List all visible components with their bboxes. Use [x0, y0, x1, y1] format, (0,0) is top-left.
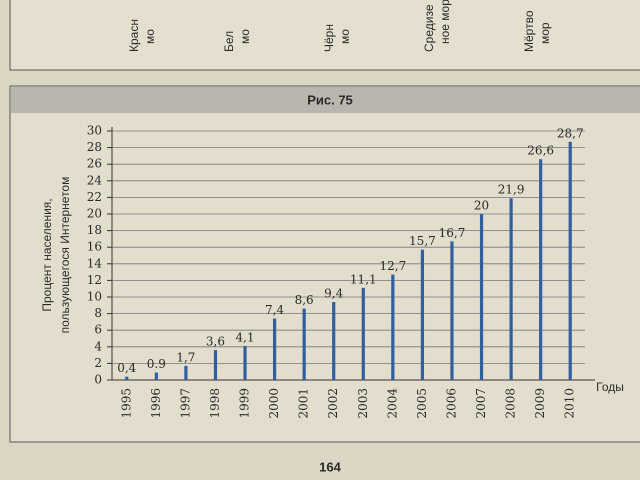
top-box — [9, 0, 640, 71]
y-tick-label: 8 — [94, 306, 102, 320]
map-label-fragment: мо — [338, 29, 352, 44]
bar — [420, 249, 425, 380]
y-axis-title: Процент населения, — [40, 198, 54, 311]
bar — [568, 141, 572, 380]
y-tick-label: 2 — [94, 356, 102, 370]
bar — [450, 241, 454, 380]
y-axis-title: пользующегося Интернетом — [58, 177, 72, 334]
x-tick-label: 2008 — [504, 388, 518, 419]
y-tick-label: 24 — [87, 173, 103, 187]
y-tick-label: 0 — [94, 373, 102, 387]
x-tick-label: 2000 — [267, 388, 281, 419]
y-tick-label: 18 — [87, 223, 102, 237]
x-tick-label: 2004 — [385, 388, 399, 419]
bar — [272, 318, 277, 380]
value-label: 0,4 — [117, 361, 136, 375]
x-tick-label: 2009 — [533, 388, 547, 419]
figure-header — [11, 87, 640, 113]
value-label: 16,7 — [439, 226, 466, 240]
value-label: 26,6 — [527, 144, 554, 158]
value-label: 11,1 — [350, 272, 377, 286]
value-label: 12,7 — [379, 259, 406, 273]
x-tick-label: 2006 — [444, 388, 458, 419]
map-label-fragment: ное мор — [438, 0, 452, 44]
bar — [125, 376, 129, 380]
bar — [332, 301, 336, 380]
map-label-fragment: Бел — [222, 31, 236, 52]
bar — [302, 308, 306, 380]
figure-label: Рис. 75 — [307, 92, 353, 107]
value-label: 8,6 — [295, 293, 314, 307]
value-label: 7,4 — [265, 303, 284, 317]
bar — [184, 365, 188, 380]
x-tick-label: 2003 — [356, 388, 370, 419]
value-label: 21,9 — [498, 183, 525, 197]
x-tick-label: 2001 — [297, 388, 311, 419]
y-tick-label: 28 — [87, 140, 102, 154]
y-tick-label: 10 — [87, 290, 102, 304]
bar — [213, 350, 218, 380]
map-label-fragment: мор — [538, 22, 552, 44]
map-label-fragment: мо — [238, 29, 252, 44]
value-label: 1,7 — [176, 350, 195, 364]
value-label: 9,4 — [324, 286, 343, 300]
bar — [154, 372, 158, 380]
x-tick-label: 1995 — [119, 388, 133, 419]
x-tick-label: 2002 — [326, 388, 340, 419]
x-tick-label: 2005 — [415, 388, 429, 419]
y-tick-label: 30 — [87, 124, 102, 138]
value-label: 28,7 — [557, 126, 584, 140]
bar — [391, 274, 395, 380]
map-label-fragment: Средизе — [422, 4, 436, 52]
bar — [361, 287, 365, 380]
page-number: 164 — [319, 459, 341, 474]
y-tick-label: 22 — [87, 190, 102, 204]
y-tick-label: 16 — [87, 240, 102, 254]
x-tick-label: 1996 — [149, 388, 163, 419]
value-label: 0.9 — [147, 357, 166, 371]
y-tick-label: 12 — [87, 273, 102, 287]
bar — [243, 345, 247, 380]
bar — [539, 159, 543, 380]
x-tick-label: 1998 — [208, 388, 222, 419]
y-tick-label: 6 — [94, 323, 102, 337]
x-axis-title: Годы — [596, 380, 624, 394]
map-label-fragment: Красн — [127, 19, 141, 52]
value-label: 20 — [474, 199, 489, 213]
value-label: 15,7 — [409, 234, 436, 248]
bar — [479, 214, 484, 380]
x-tick-label: 1999 — [238, 388, 252, 419]
map-label-fragment: мо — [143, 29, 157, 44]
x-tick-label: 2010 — [563, 388, 577, 419]
map-label-fragment: Мёртво — [522, 10, 536, 52]
x-tick-label: 1997 — [178, 388, 192, 419]
value-label: 4,1 — [235, 330, 254, 344]
map-label-fragment: Чёрн — [322, 24, 336, 52]
y-tick-label: 4 — [94, 339, 102, 353]
value-label: 3,6 — [206, 335, 225, 349]
y-tick-label: 14 — [87, 256, 103, 270]
y-tick-label: 26 — [87, 157, 102, 171]
y-tick-label: 20 — [87, 207, 102, 221]
x-tick-label: 2007 — [474, 388, 488, 419]
bar — [509, 198, 513, 380]
